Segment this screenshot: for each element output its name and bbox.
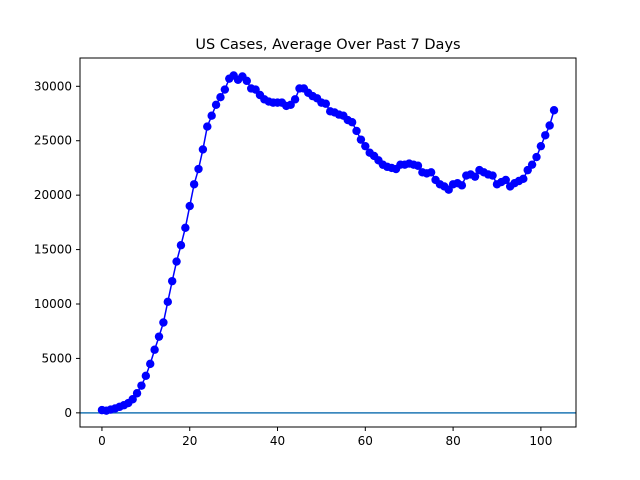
data-point	[172, 257, 181, 266]
plot-area	[80, 71, 576, 415]
data-point	[154, 332, 164, 341]
y-tick-label: 10000	[34, 297, 72, 311]
data-point	[527, 160, 537, 169]
data-point	[413, 161, 423, 170]
x-tick-label: 0	[98, 434, 106, 448]
data-point	[132, 389, 142, 398]
data-point	[203, 122, 212, 131]
data-point	[128, 395, 137, 404]
y-tick-label: 15000	[34, 243, 72, 257]
data-point	[194, 164, 203, 174]
data-point	[541, 131, 550, 140]
data-point	[211, 100, 221, 110]
x-tick-label: 40	[270, 434, 285, 448]
x-tick-label: 20	[182, 434, 197, 448]
data-point	[163, 297, 172, 307]
data-point	[532, 152, 541, 162]
x-tick-label: 100	[529, 434, 552, 448]
data-point	[488, 171, 497, 180]
y-tick-label: 20000	[34, 188, 72, 202]
data-point	[207, 111, 216, 120]
data-point	[176, 241, 186, 250]
data-point	[220, 85, 230, 94]
data-point	[185, 201, 194, 211]
data-point	[181, 223, 190, 233]
data-point	[426, 168, 436, 177]
data-point	[457, 181, 467, 190]
data-point	[150, 345, 159, 354]
data-point	[501, 175, 510, 185]
data-point	[519, 174, 528, 184]
data-point	[347, 118, 357, 127]
data-point	[137, 381, 146, 390]
data-point	[290, 95, 300, 104]
x-tick-label: 60	[358, 434, 373, 448]
data-point	[321, 99, 331, 108]
axis-ticks: 0 20 40 60 80 100 0 5000 10000 15000 20000 25000 300…	[34, 79, 553, 448]
data-point	[549, 106, 559, 115]
y-tick-label: 30000	[34, 79, 72, 93]
data-point	[536, 141, 546, 151]
data-point	[470, 172, 480, 181]
data-point	[356, 135, 366, 144]
data-point	[189, 180, 199, 189]
data-point	[361, 141, 370, 151]
data-point	[352, 126, 361, 136]
data-point	[545, 121, 554, 130]
data-point	[141, 371, 151, 381]
data-point	[146, 359, 155, 369]
y-tick-label: 25000	[34, 134, 72, 148]
data-point	[167, 276, 177, 286]
x-tick-label: 80	[445, 434, 460, 448]
chart-title: US Cases, Average Over Past 7 Days	[195, 37, 460, 53]
data-point	[159, 318, 168, 327]
data-point	[198, 145, 208, 154]
axes-frame	[79, 57, 577, 428]
y-tick-label: 0	[64, 406, 72, 420]
data-point	[216, 92, 225, 102]
data-point	[242, 76, 251, 86]
y-tick-label: 5000	[41, 351, 72, 365]
